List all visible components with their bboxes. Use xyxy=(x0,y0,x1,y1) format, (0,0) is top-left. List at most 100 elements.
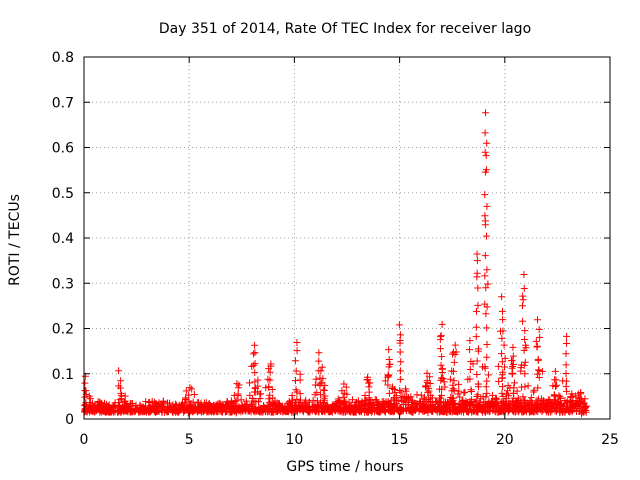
data-point xyxy=(544,408,552,416)
data-point xyxy=(334,406,342,414)
data-point xyxy=(467,406,475,414)
data-point xyxy=(521,358,529,366)
data-point xyxy=(443,399,451,407)
data-point xyxy=(291,357,299,365)
data-point xyxy=(581,403,589,411)
data-point xyxy=(423,377,431,385)
data-point xyxy=(508,362,516,370)
data-point xyxy=(512,402,520,410)
data-point xyxy=(296,390,304,398)
data-point xyxy=(515,407,523,415)
data-point xyxy=(455,387,463,395)
data-point xyxy=(394,397,402,405)
data-point xyxy=(234,384,242,392)
data-point xyxy=(471,398,479,406)
data-point xyxy=(519,292,527,300)
data-point xyxy=(460,389,468,397)
data-point xyxy=(266,405,274,413)
data-point xyxy=(241,401,249,409)
data-point xyxy=(395,321,403,329)
data-point xyxy=(499,316,507,324)
data-point xyxy=(365,396,373,404)
data-point xyxy=(527,394,535,402)
data-point xyxy=(454,390,462,398)
data-point xyxy=(436,345,444,353)
data-point xyxy=(233,396,241,404)
plot-frame xyxy=(83,56,611,420)
data-point xyxy=(551,407,559,415)
data-point xyxy=(499,392,507,400)
data-point xyxy=(251,378,259,386)
data-point xyxy=(402,385,410,393)
data-point xyxy=(581,404,589,412)
data-point xyxy=(566,401,574,409)
data-point xyxy=(408,408,416,416)
data-point xyxy=(509,406,517,414)
data-point xyxy=(418,401,426,409)
data-point xyxy=(473,307,481,315)
data-point xyxy=(440,378,448,386)
data-point xyxy=(115,382,123,390)
data-point xyxy=(538,408,546,416)
data-point xyxy=(396,367,404,375)
data-point xyxy=(563,339,571,347)
data-point xyxy=(577,410,585,418)
data-point xyxy=(455,380,463,388)
data-point xyxy=(87,401,95,409)
data-point xyxy=(364,408,372,416)
data-point xyxy=(515,406,523,414)
data-point xyxy=(519,317,527,325)
data-point xyxy=(577,395,585,403)
data-point xyxy=(408,397,416,405)
data-point xyxy=(115,402,123,410)
data-point xyxy=(484,371,492,379)
data-point xyxy=(105,408,113,416)
data-point xyxy=(504,382,512,390)
data-point xyxy=(520,271,528,279)
data-point xyxy=(388,383,396,391)
data-point xyxy=(202,401,210,409)
data-point xyxy=(405,407,413,415)
data-point xyxy=(257,390,265,398)
data-point xyxy=(396,337,404,345)
data-point xyxy=(521,327,529,335)
data-point xyxy=(533,342,541,350)
data-point xyxy=(468,387,476,395)
data-point xyxy=(553,381,561,389)
data-point xyxy=(520,346,528,354)
data-point xyxy=(539,398,547,406)
data-point xyxy=(517,367,525,375)
data-point xyxy=(474,347,482,355)
data-point xyxy=(508,397,516,405)
data-point xyxy=(386,402,394,410)
data-point xyxy=(483,232,491,240)
data-point xyxy=(513,387,521,395)
data-point xyxy=(292,398,300,406)
data-point xyxy=(429,408,437,416)
data-point xyxy=(352,405,360,413)
data-point xyxy=(254,376,262,384)
data-point xyxy=(559,404,567,412)
data-point xyxy=(320,394,328,402)
data-point xyxy=(292,386,300,394)
data-point xyxy=(575,405,583,413)
data-point xyxy=(386,408,394,416)
data-point xyxy=(473,273,481,281)
y-tick-label: 0.6 xyxy=(52,141,74,157)
data-point xyxy=(137,405,145,413)
y-axis-label: ROTI / TECUs xyxy=(7,194,23,286)
data-point xyxy=(437,333,445,341)
data-point xyxy=(265,365,273,373)
data-point xyxy=(228,400,236,408)
data-point xyxy=(473,257,481,265)
data-point xyxy=(492,401,500,409)
data-point xyxy=(528,402,536,410)
data-point xyxy=(385,355,393,363)
data-point xyxy=(292,367,300,375)
data-point xyxy=(117,389,125,397)
data-point xyxy=(462,405,470,413)
data-point xyxy=(562,377,570,385)
data-point xyxy=(391,389,399,397)
data-point xyxy=(126,408,134,416)
data-point xyxy=(313,397,321,405)
